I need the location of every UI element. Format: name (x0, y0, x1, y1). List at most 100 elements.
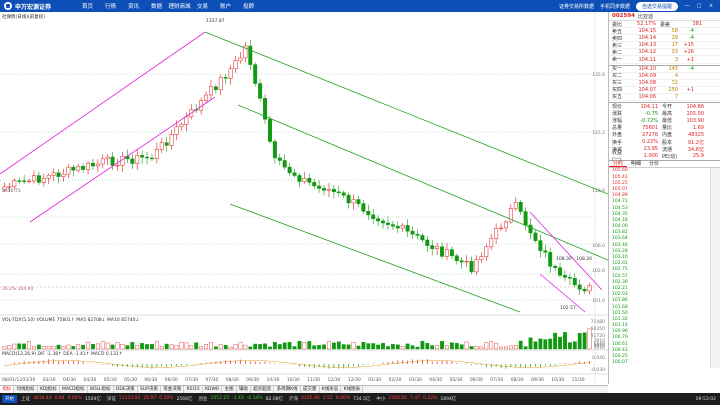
indicator-tab-5[interactable]: DDE决策 (114, 386, 138, 393)
indicator-tab-1[interactable]: 均线指标 (14, 386, 38, 393)
stat-row: 净资 23.95 流通 34.6亿 (609, 146, 720, 153)
kline-chart[interactable]: 社保债(日线)(前复权) 135.6 125.2 118.9 106.0 102.0 101… (0, 12, 608, 384)
candle-body (572, 277, 577, 286)
kline-svg[interactable]: 社保债(日线)(前复权) 135.6 125.2 118.9 106.0 102.0 101… (0, 12, 608, 384)
index-ticker[interactable]: 深证 11133.93 20.97 0.19% 2568亿 (107, 396, 193, 402)
brand-logo[interactable]: 申万宏源证券 (0, 2, 76, 11)
sells-row[interactable]: 卖二 104.12 33 +26 (609, 49, 720, 57)
start-button[interactable]: 开始 (2, 395, 17, 403)
buys-row[interactable]: 买四 104.07 250 +1 (609, 87, 720, 94)
sells-row[interactable]: 卖五 104.15 58 -4 (609, 28, 720, 36)
top-link-exchange[interactable]: 证券交易所数据 (558, 3, 594, 10)
nav-item-6[interactable]: 账户 (219, 4, 231, 10)
stat-row: 涨幅 -0.72% 最低 103.90 (609, 117, 720, 125)
indicator-tab-7[interactable]: 资金决策 (161, 386, 185, 393)
index-ticker[interactable]: 沪深 4105.90 2.51 0.06% 734.5亿 (289, 396, 370, 402)
buys-row[interactable]: 买三 104.08 32 (609, 80, 720, 87)
macd-line (284, 362, 290, 364)
volume-bar (533, 341, 538, 350)
candle-body (154, 149, 159, 159)
volume-bar (209, 342, 213, 350)
macd-line (210, 362, 216, 364)
macd-line (560, 364, 565, 366)
index-ticker[interactable]: 上证 3418.44 0.84 0.02% 1504亿 (21, 396, 101, 402)
stat-row: 现价 104.11 今开 104.86 (609, 103, 720, 111)
date-label: 04/30 (63, 377, 76, 383)
indicator-tab-12[interactable]: 超买超卖 (251, 386, 275, 393)
minimize-icon[interactable]: — (684, 3, 690, 9)
volume-axis-label: 1610 (594, 345, 606, 351)
volume-bar (100, 341, 105, 350)
volume-bar (386, 346, 390, 350)
top-link-sync[interactable]: 手机同步数据 (599, 3, 630, 10)
indicator-tab-8[interactable]: RSI15 (184, 386, 203, 393)
index-ticker[interactable]: 创业 1052.23 -1.43 -0.14% 82.08亿 (199, 396, 284, 402)
indicator-tab-2[interactable]: KDJ指标 (38, 386, 60, 393)
macd-line (491, 364, 497, 366)
level-annotation: 26.2% 104.91 (2, 286, 34, 292)
date-label: 10/30 (287, 377, 300, 383)
date-label: 05/30 (104, 377, 117, 383)
nav-item-3[interactable]: 数据 (150, 4, 162, 10)
indicator-tab-14[interactable]: 成交量 (301, 386, 320, 393)
ladder-price: 103.82 (612, 230, 628, 236)
indicator-tab-9[interactable]: KDWR (203, 386, 223, 393)
close-icon[interactable]: × (708, 3, 714, 9)
stat-label: 股本 (662, 139, 673, 146)
buys-row[interactable]: 买二 104.09 4 (609, 73, 720, 80)
channel-line (0, 31, 206, 175)
volume-bar (184, 342, 189, 350)
indicator-tab-10[interactable]: 主图 (222, 386, 237, 393)
macd-axis-label: -0.030 (590, 367, 605, 373)
volume-bar (425, 343, 430, 350)
date-label: 09/30 (531, 377, 544, 383)
candle-body (459, 260, 464, 263)
indicator-tab-15[interactable]: K线形态 (320, 386, 342, 393)
candle-body (533, 232, 538, 241)
nav-item-5[interactable]: 交易 (196, 4, 208, 10)
volume-bar (494, 342, 499, 350)
sells-row[interactable]: 卖四 104.14 29 -4 (609, 35, 720, 43)
volume-bar (415, 346, 420, 350)
volume-bar (582, 332, 587, 350)
nav-item-0[interactable]: 首页 (81, 4, 93, 10)
indicator-tab-16[interactable]: K线图表 (341, 386, 364, 393)
index-pct: 0.19% (159, 396, 174, 401)
indicator-tab-4[interactable]: BOLL指标 (88, 386, 114, 393)
buys-row[interactable]: 买一 104.10 145 -4 (609, 66, 720, 73)
price-axis-label: 125.2 (592, 130, 605, 136)
indicator-tab-13[interactable]: 多周期K线 (274, 386, 301, 393)
indicator-tab-3[interactable]: MACD指标 (60, 386, 88, 393)
index-ticker[interactable]: 中小 2358.85 7.47 0.32% 1894亿 (376, 396, 456, 402)
nav-item-1[interactable]: 行情 (104, 4, 116, 10)
tick-tab-2[interactable]: 分价 (649, 160, 660, 167)
candle-body (110, 156, 115, 166)
date-label: 04/30 (83, 377, 96, 383)
nav-item-2[interactable]: 资讯 (127, 4, 139, 10)
buys-row[interactable]: 买五 104.06 7 (609, 94, 720, 102)
index-change: 20.97 (143, 396, 157, 401)
indicator-tab-11[interactable]: 辅助 (237, 386, 252, 393)
alert-pill-button[interactable]: 自选交易提醒 (635, 1, 678, 11)
sells-row[interactable]: 卖三 104.13 17 +15 (609, 42, 720, 50)
channel-line (229, 203, 521, 313)
stat-value: 104.86 (686, 103, 705, 110)
tick-tab-0[interactable]: 分时 (609, 161, 628, 167)
macd-line (402, 361, 408, 363)
maximize-icon[interactable]: □ (696, 3, 702, 9)
index-pct: -0.14% (246, 396, 263, 401)
nav-item-4[interactable]: 理财商城 (168, 4, 191, 10)
macd-line (476, 363, 482, 365)
volume-bar (46, 345, 51, 350)
nav-item-7[interactable]: 投顾 (242, 4, 254, 10)
candle-body (400, 225, 405, 229)
ladder-row: 102.21 (609, 285, 720, 291)
indicator-tab-0[interactable]: 指标 (0, 386, 15, 393)
candle-body (558, 267, 563, 276)
tick-tab-1[interactable]: 明细 (631, 160, 642, 167)
channel-line (539, 273, 586, 313)
volume-bar (174, 345, 179, 350)
buys-change: +1 (686, 86, 694, 93)
sells-row[interactable]: 卖一 104.11 3 +1 (609, 56, 720, 64)
indicator-tab-6[interactable]: SUP决策 (138, 386, 162, 393)
